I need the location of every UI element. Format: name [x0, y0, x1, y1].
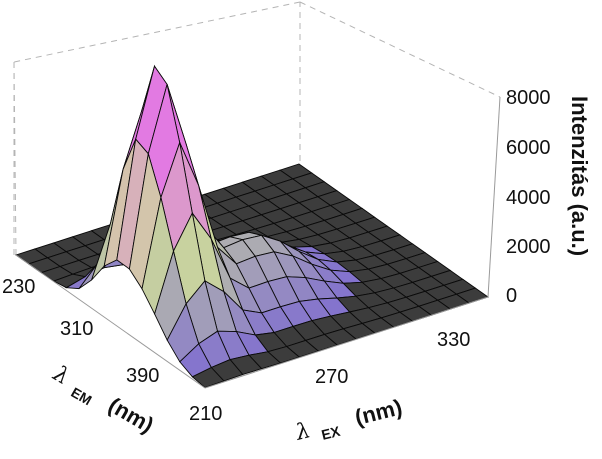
z-axis-label: Intenzitás (a.u.)	[567, 96, 592, 256]
ex-axis-unit: (nm)	[352, 394, 404, 430]
ex-tick-label: 330	[437, 329, 470, 351]
em-axis-unit: (nm)	[104, 392, 158, 437]
z-tick-label: 2000	[506, 236, 551, 258]
ex-tick-label: 210	[189, 403, 222, 425]
z-tick-label: 6000	[506, 137, 551, 159]
ex-axis-symbol: λ	[292, 418, 313, 446]
ex-axis-label: λ EX (nm)	[292, 394, 406, 451]
box-edge-dashed	[13, 1, 301, 63]
box-edge-dashed	[299, 1, 501, 98]
z-tick-label: 4000	[506, 187, 551, 209]
surface-mesh	[15, 64, 489, 389]
ex-axis-subscript: EX	[320, 423, 343, 443]
em-axis-subscript: EM	[68, 384, 94, 408]
box-edge	[487, 96, 501, 298]
bounding-box-front	[15, 96, 501, 389]
ex-tick-label: 270	[315, 366, 348, 388]
box-edge-dashed	[13, 61, 17, 256]
box-edge	[15, 254, 206, 389]
bounding-box-back	[13, 1, 501, 256]
em-tick-label: 390	[126, 365, 159, 387]
svg-text:λ EX (nm): λ EX (nm)	[292, 394, 406, 451]
z-tick-label: 0	[506, 285, 517, 307]
surface-face	[191, 366, 225, 389]
em-axis-symbol: λ	[48, 361, 73, 390]
em-tick-label: 230	[2, 276, 35, 298]
em-tick-label: 310	[60, 318, 93, 340]
z-axis: 0 2000 4000 6000 8000 Intenzitás (a.u.)	[506, 87, 592, 307]
box-edge	[204, 296, 489, 389]
z-tick-label: 8000	[506, 87, 551, 109]
